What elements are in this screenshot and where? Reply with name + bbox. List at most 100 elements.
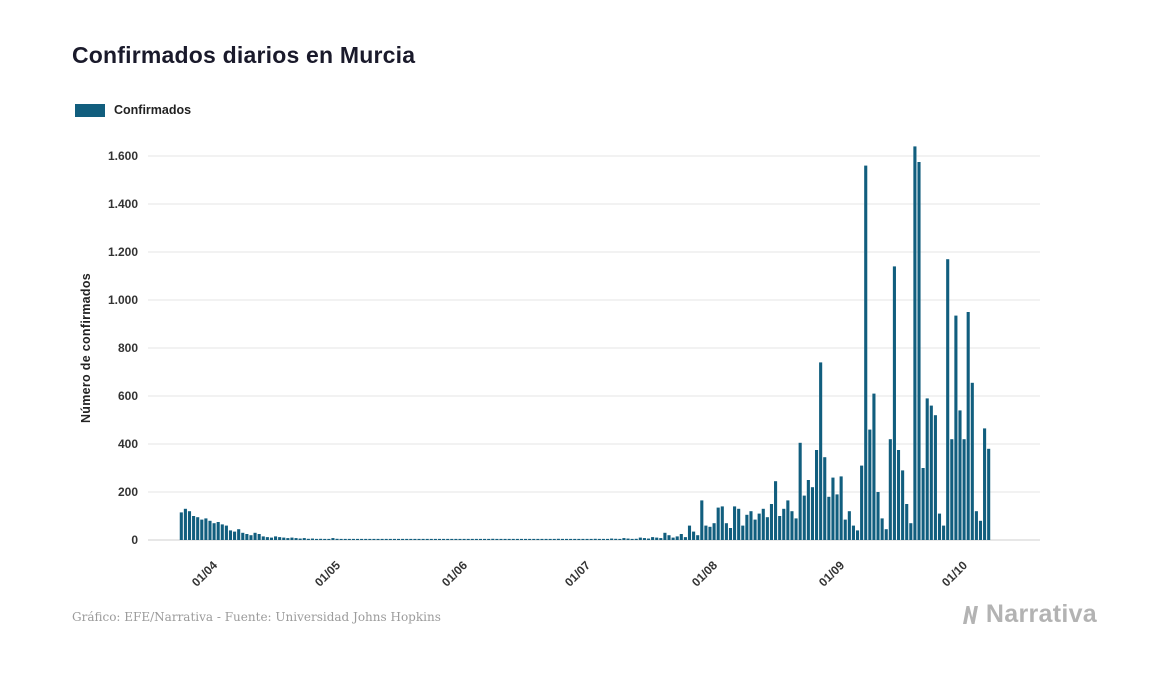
bar[interactable] bbox=[892, 266, 896, 540]
bar[interactable] bbox=[741, 525, 745, 540]
bar[interactable] bbox=[630, 538, 634, 540]
bar[interactable] bbox=[675, 536, 679, 540]
bar[interactable] bbox=[208, 520, 212, 540]
bar[interactable] bbox=[823, 457, 827, 540]
bar[interactable] bbox=[347, 538, 351, 540]
bar[interactable] bbox=[216, 522, 220, 540]
bar[interactable] bbox=[774, 481, 778, 540]
bar[interactable] bbox=[634, 538, 638, 540]
bar[interactable] bbox=[737, 508, 741, 540]
bar[interactable] bbox=[474, 538, 478, 540]
bar[interactable] bbox=[626, 538, 630, 540]
bar[interactable] bbox=[388, 538, 392, 540]
bar[interactable] bbox=[978, 520, 983, 540]
bar[interactable] bbox=[286, 538, 290, 540]
bar[interactable] bbox=[827, 496, 831, 540]
bar[interactable] bbox=[487, 538, 491, 540]
bar[interactable] bbox=[909, 523, 913, 540]
bar[interactable] bbox=[319, 538, 323, 540]
bar[interactable] bbox=[409, 538, 413, 540]
bar[interactable] bbox=[610, 538, 614, 540]
bar[interactable] bbox=[614, 538, 618, 540]
bar[interactable] bbox=[384, 538, 388, 540]
bar[interactable] bbox=[761, 508, 765, 540]
bar[interactable] bbox=[556, 538, 560, 540]
bar[interactable] bbox=[651, 537, 655, 540]
bar[interactable] bbox=[864, 165, 868, 540]
bar[interactable] bbox=[380, 538, 384, 540]
bar[interactable] bbox=[876, 492, 880, 540]
bar[interactable] bbox=[962, 439, 966, 540]
bar[interactable] bbox=[696, 535, 700, 540]
bar[interactable] bbox=[306, 538, 310, 540]
bar[interactable] bbox=[515, 538, 519, 540]
bar[interactable] bbox=[282, 537, 286, 540]
bar[interactable] bbox=[503, 538, 507, 540]
bar[interactable] bbox=[540, 538, 544, 540]
bar[interactable] bbox=[704, 525, 708, 540]
bar[interactable] bbox=[597, 538, 601, 540]
bar[interactable] bbox=[942, 525, 946, 540]
bar[interactable] bbox=[269, 537, 274, 540]
bar[interactable] bbox=[925, 398, 929, 540]
bar[interactable] bbox=[569, 538, 573, 540]
bar[interactable] bbox=[983, 428, 987, 540]
bar[interactable] bbox=[855, 530, 860, 540]
bar[interactable] bbox=[204, 518, 208, 540]
bar[interactable] bbox=[417, 538, 421, 540]
bar[interactable] bbox=[224, 525, 228, 540]
bar[interactable] bbox=[401, 538, 405, 540]
bar[interactable] bbox=[405, 538, 409, 540]
bar[interactable] bbox=[454, 538, 458, 540]
bar[interactable] bbox=[200, 519, 204, 540]
bar[interactable] bbox=[987, 448, 991, 540]
bar[interactable] bbox=[376, 538, 380, 540]
bar[interactable] bbox=[183, 508, 187, 540]
bar[interactable] bbox=[433, 538, 437, 540]
bar[interactable] bbox=[450, 538, 454, 540]
bar[interactable] bbox=[323, 538, 327, 540]
bar[interactable] bbox=[868, 429, 872, 540]
bar[interactable] bbox=[249, 535, 253, 540]
bar[interactable] bbox=[884, 529, 888, 540]
bar[interactable] bbox=[335, 538, 339, 540]
bar[interactable] bbox=[728, 528, 733, 540]
bar[interactable] bbox=[265, 537, 269, 540]
bar[interactable] bbox=[724, 523, 728, 540]
bar[interactable] bbox=[368, 538, 372, 540]
bar[interactable] bbox=[880, 518, 884, 540]
bar[interactable] bbox=[700, 500, 704, 540]
bar[interactable] bbox=[671, 537, 675, 540]
bar[interactable] bbox=[212, 523, 216, 540]
bar[interactable] bbox=[511, 538, 515, 540]
bar[interactable] bbox=[196, 517, 200, 540]
bar[interactable] bbox=[888, 439, 892, 540]
bar[interactable] bbox=[228, 530, 233, 540]
bar[interactable] bbox=[835, 494, 839, 540]
bar[interactable] bbox=[839, 476, 843, 540]
bar[interactable] bbox=[950, 439, 954, 540]
bar[interactable] bbox=[708, 526, 712, 540]
bar[interactable] bbox=[638, 537, 642, 540]
bar[interactable] bbox=[536, 538, 540, 540]
bar[interactable] bbox=[192, 516, 196, 540]
bar[interactable] bbox=[339, 538, 343, 540]
bar[interactable] bbox=[585, 538, 589, 540]
bar[interactable] bbox=[966, 312, 970, 540]
bar[interactable] bbox=[355, 538, 360, 540]
bar[interactable] bbox=[618, 538, 622, 540]
bar[interactable] bbox=[933, 415, 937, 540]
bar[interactable] bbox=[315, 538, 319, 540]
bar[interactable] bbox=[905, 504, 909, 540]
bar[interactable] bbox=[220, 524, 224, 540]
bar[interactable] bbox=[917, 162, 921, 540]
bar[interactable] bbox=[958, 410, 962, 540]
bar[interactable] bbox=[663, 532, 667, 540]
bar[interactable] bbox=[937, 513, 942, 540]
bar[interactable] bbox=[179, 512, 183, 540]
bar[interactable] bbox=[843, 519, 847, 540]
bar[interactable] bbox=[327, 538, 331, 540]
bar[interactable] bbox=[605, 538, 610, 540]
bar[interactable] bbox=[782, 508, 786, 540]
bar[interactable] bbox=[552, 538, 556, 540]
